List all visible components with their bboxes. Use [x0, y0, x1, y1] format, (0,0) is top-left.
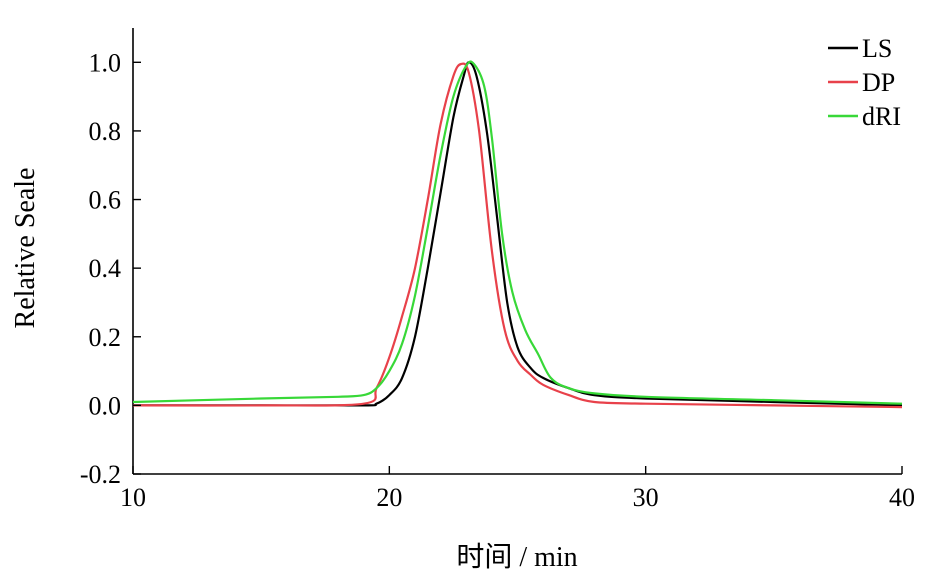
legend: LS DP dRI [828, 34, 901, 131]
legend-label-ls: LS [862, 34, 892, 63]
series-line-dp [132, 62, 903, 409]
y-tick-label: 0.8 [89, 117, 122, 146]
x-tick-label: 10 [120, 483, 146, 512]
x-tick-label: 30 [633, 483, 659, 512]
series-line-dri [132, 60, 903, 405]
series-layer [132, 60, 903, 409]
legend-label-dri: dRI [862, 102, 901, 131]
x-tick-label: 20 [376, 483, 402, 512]
y-tick-label: 0.6 [89, 186, 122, 215]
y-tick-label: 0.2 [89, 323, 122, 352]
y-tick-label: -0.2 [80, 460, 121, 489]
y-tick-label: 0.0 [89, 391, 122, 420]
x-tick-label: 40 [889, 483, 915, 512]
tick-layer: 10 20 30 40 -0.2 0.0 0.2 0.4 0.6 0.8 1.0 [80, 48, 915, 512]
y-tick-label: 1.0 [89, 48, 122, 77]
series-line-ls [133, 61, 903, 407]
axes [132, 28, 902, 475]
x-axis-label: 时间 / min [456, 541, 577, 573]
legend-label-dp: DP [862, 68, 895, 97]
y-axis-label: Relative Seale [10, 168, 41, 329]
y-tick-label: 0.4 [89, 254, 122, 283]
